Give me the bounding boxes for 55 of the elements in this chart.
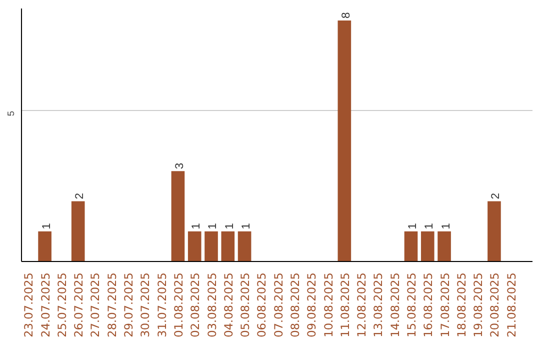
x-tick-label: 01.08.2025 [171,272,186,338]
data-label: 1 [406,223,419,230]
x-tick-label: 20.08.2025 [488,272,502,338]
x-tick-label: 05.08.2025 [238,272,252,338]
x-tick-label: 02.08.2025 [188,272,202,338]
x-tick-label: 19.08.2025 [471,272,486,338]
data-label: 8 [340,12,352,19]
x-tick-label: 03.08.2025 [204,272,219,338]
bar [71,201,85,262]
x-tick-label: 26.07.2025 [72,272,86,338]
x-tick-label: 08.08.2025 [288,272,302,338]
x-tick-label: 30.07.2025 [138,272,152,338]
x-tick-label: 07.08.2025 [271,272,286,338]
data-label: 2 [490,192,502,200]
bar [171,171,185,262]
y-tick-label: 5 [6,110,16,116]
x-tick-label: 31.07.2025 [154,272,169,338]
data-label: 1 [207,223,220,230]
x-tick-label: 06.08.2025 [254,272,269,338]
bar [420,231,434,262]
data-label: 1 [440,223,452,230]
bar [488,201,501,262]
x-tick-label: 25.07.2025 [54,272,69,338]
data-label: 3 [174,162,186,170]
x-tick-label: 15.08.2025 [404,272,418,338]
x-tick-label: 04.08.2025 [221,272,236,338]
data-label: 1 [424,223,436,230]
data-label: 1 [224,223,236,230]
data-label: 2 [74,192,86,200]
x-tick-label: 17.08.2025 [438,272,452,338]
x-tick-label: 10.08.2025 [321,272,336,338]
bar [38,231,52,262]
x-tick-label: 21.08.2025 [504,272,518,338]
data-label: 1 [240,223,253,230]
x-tick-label: 29.07.2025 [122,272,136,338]
x-tick-label: 24.07.2025 [38,272,52,338]
data-label: 1 [190,223,203,230]
bar [188,231,202,262]
x-tick-label: 13.08.2025 [371,272,386,338]
x-tick-label: 12.08.2025 [354,272,369,338]
x-tick-label: 23.07.2025 [22,272,36,338]
data-label: 1 [40,223,53,230]
x-tick-label: 14.08.2025 [388,272,402,338]
bar [404,231,418,262]
x-tick-label: 16.08.2025 [421,272,436,338]
bar [221,231,235,262]
bar [204,231,218,262]
bar [238,231,252,262]
bar [338,20,352,262]
x-tick-label: 28.07.2025 [104,272,119,338]
x-tick-label: 18.08.2025 [454,272,468,338]
x-tick-label: 09.08.2025 [304,272,319,338]
x-tick-label: 27.07.2025 [88,272,102,338]
x-tick-label: 11.08.2025 [338,272,352,338]
bar [438,231,451,262]
